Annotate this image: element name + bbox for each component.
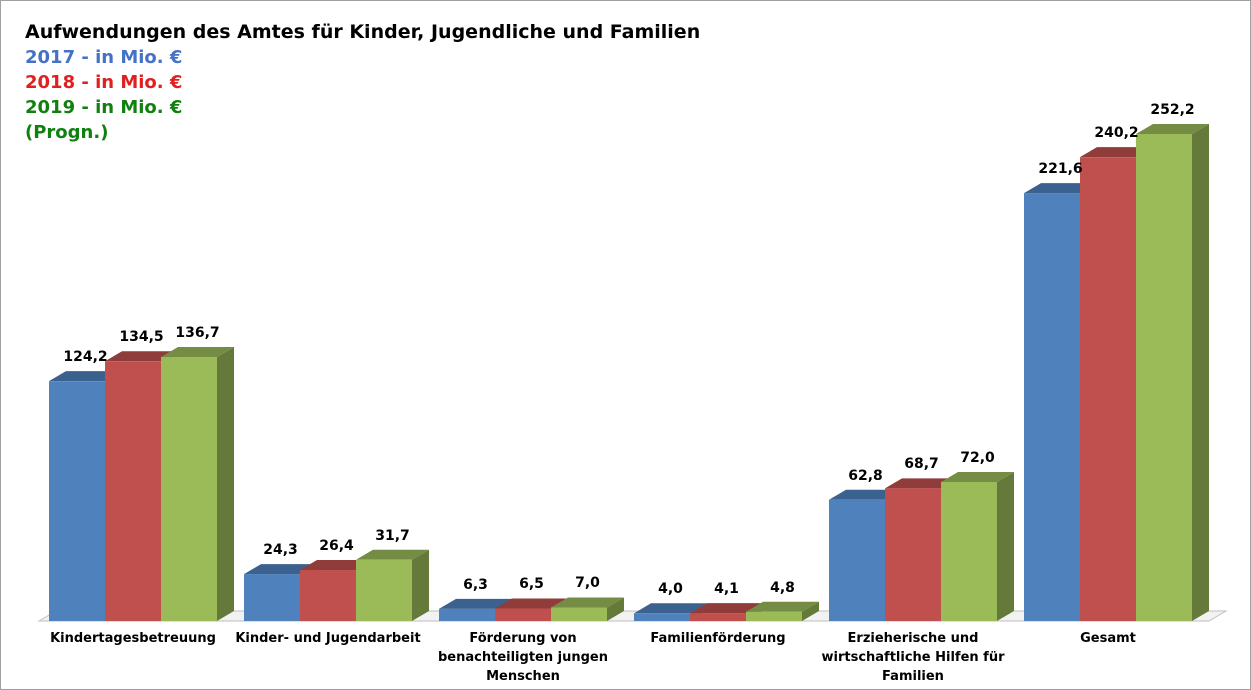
data-label: 68,7	[904, 456, 939, 473]
bar-top	[746, 601, 819, 612]
bar-top	[941, 471, 1014, 482]
bar-top	[244, 564, 317, 575]
data-label: 134,5	[119, 329, 164, 346]
data-label: 6,5	[519, 576, 544, 593]
bar	[439, 608, 495, 621]
legend-entry: 2019 - in Mio. € (Progn.)	[25, 97, 183, 143]
bar-side	[217, 347, 234, 621]
bar-top	[495, 598, 568, 609]
legend-entry: 2018 - in Mio. €	[25, 72, 183, 93]
bar	[1136, 134, 1192, 621]
x-tick-label: Gesamt	[1080, 631, 1136, 646]
bar	[161, 357, 217, 621]
bar-top	[356, 549, 429, 560]
data-label: 7,0	[575, 575, 600, 592]
bar	[300, 570, 356, 621]
x-tick-label: Förderung von benachteiligten jungen Men…	[438, 631, 608, 684]
x-tick-label: Kinder- und Jugendarbeit	[235, 631, 421, 646]
bar	[244, 574, 300, 621]
bar	[495, 608, 551, 621]
data-label: 72,0	[960, 449, 995, 466]
x-tick-label: Familienförderung	[650, 631, 786, 646]
bar	[690, 613, 746, 621]
chart-title: Aufwendungen des Amtes für Kinder, Jugen…	[25, 21, 701, 43]
bar-side	[412, 549, 429, 621]
data-label: 26,4	[319, 538, 354, 555]
bar-top	[829, 489, 902, 500]
data-label: 124,2	[63, 349, 108, 366]
bar-top	[161, 347, 234, 358]
data-label: 240,2	[1094, 125, 1139, 142]
bar-top	[300, 560, 373, 571]
bar-top	[1136, 124, 1209, 134]
bar-top	[1080, 147, 1153, 158]
bar	[551, 607, 607, 621]
bar	[746, 611, 802, 621]
bar	[49, 381, 105, 621]
bar	[829, 499, 885, 621]
bar-top	[690, 603, 763, 614]
data-label: 6,3	[463, 576, 488, 593]
bar-top	[439, 598, 512, 609]
data-label: 4,8	[770, 579, 795, 596]
bar-top	[1024, 183, 1097, 194]
bar-side	[1192, 124, 1209, 621]
data-label: 4,0	[658, 581, 683, 598]
bar-side	[997, 471, 1014, 621]
bar-top	[634, 603, 707, 614]
data-label: 136,7	[175, 325, 220, 342]
bar	[105, 361, 161, 621]
data-label: 24,3	[263, 542, 298, 559]
data-label: 62,8	[848, 467, 883, 484]
bar-top	[885, 478, 958, 489]
bar-top	[49, 371, 122, 382]
bar-top	[551, 597, 624, 608]
bar	[1080, 157, 1136, 621]
data-label: 31,7	[375, 527, 410, 544]
bar	[885, 488, 941, 621]
bar-side	[802, 601, 819, 621]
data-label: 221,6	[1038, 161, 1083, 178]
bar	[634, 613, 690, 621]
legend-entry: 2017 - in Mio. €	[25, 47, 183, 68]
bar	[356, 559, 412, 621]
bar	[941, 481, 997, 621]
bar-side	[607, 597, 624, 621]
data-label: 252,2	[1150, 102, 1195, 118]
x-tick-label: Kindertagesbetreuung	[50, 631, 216, 646]
bar	[1024, 193, 1080, 622]
bar-top	[105, 351, 178, 362]
data-label: 4,1	[714, 581, 739, 598]
x-tick-label: Erzieherische und wirtschaftliche Hilfen…	[821, 631, 1005, 684]
